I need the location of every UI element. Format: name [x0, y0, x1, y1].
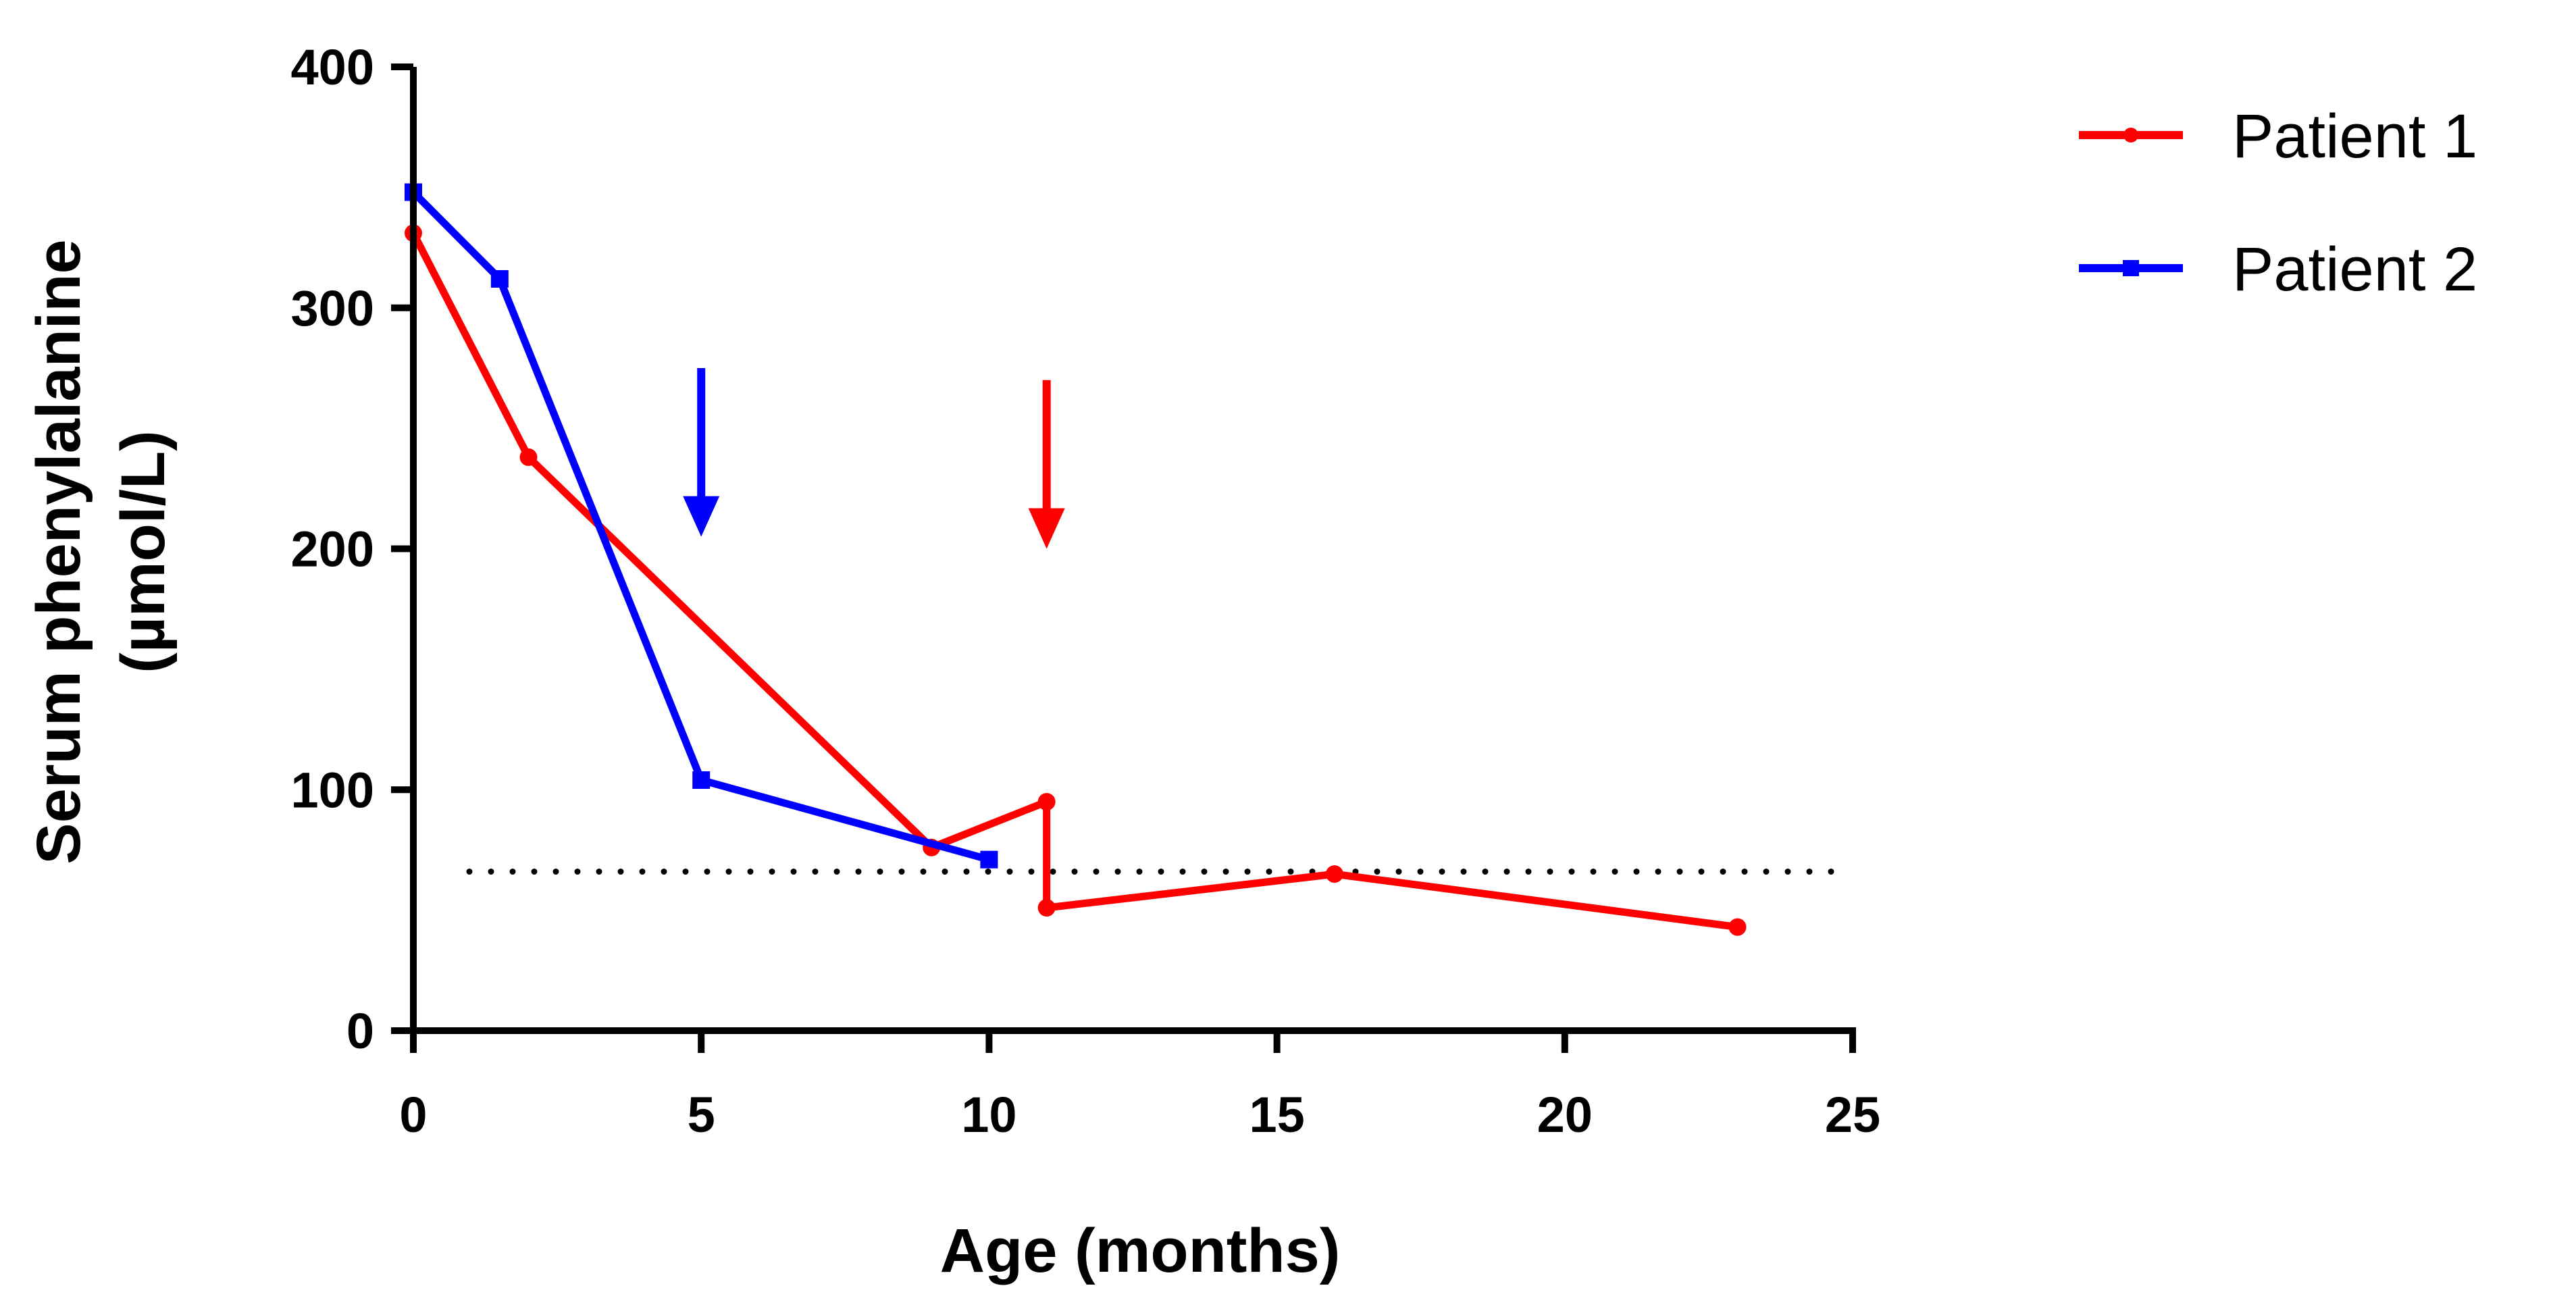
patient-1-point-3	[1037, 793, 1056, 811]
y-tick-label-400: 400	[291, 39, 374, 95]
arrow-head-1	[1028, 508, 1065, 549]
arrow-head-0	[683, 496, 720, 537]
y-axis-title-line1: Serum phenylalanine	[24, 239, 93, 864]
patient-2-point-2	[692, 771, 711, 789]
patient-1-point-5	[1325, 865, 1343, 883]
axes-layer: 0 100 200 300 400 0 5 10 15 20 25	[291, 39, 1881, 1143]
x-axis-title: Age (months)	[940, 1216, 1341, 1285]
y-tick-label-200: 200	[291, 521, 374, 577]
y-tick-label-0: 0	[346, 1003, 374, 1059]
patient-2-point-1	[490, 269, 509, 288]
patient-1-point-4	[1037, 899, 1056, 917]
x-tick-label-10: 10	[961, 1087, 1016, 1143]
series-patient-2	[405, 183, 998, 869]
arrow-annotation-1	[1028, 380, 1065, 549]
patient-1-point-1	[519, 448, 538, 466]
legend: Patient 1 Patient 2	[2079, 102, 2477, 304]
y-tick-label-100: 100	[291, 762, 374, 818]
legend-item-patient-1: Patient 1	[2079, 102, 2477, 171]
arrow-annotation-0	[683, 367, 720, 537]
x-tick-label-20: 20	[1537, 1087, 1593, 1143]
legend-marker-patient-1	[2123, 128, 2138, 143]
x-tick-label-0: 0	[399, 1087, 427, 1143]
series-line-patient-1	[409, 229, 1742, 931]
x-tick-label-15: 15	[1249, 1087, 1304, 1143]
series-layer	[405, 183, 1747, 936]
y-axis-title-line2: (µmol/L)	[109, 430, 178, 673]
legend-label-patient-1: Patient 1	[2232, 102, 2477, 171]
legend-label-patient-2: Patient 2	[2232, 235, 2477, 304]
series-patient-1	[405, 224, 1747, 936]
legend-item-patient-2: Patient 2	[2079, 235, 2477, 304]
legend-marker-patient-2	[2123, 260, 2139, 276]
series-line-patient-2	[409, 188, 993, 864]
x-tick-label-25: 25	[1825, 1087, 1880, 1143]
patient-2-point-3	[980, 850, 998, 869]
annotation-layer	[683, 367, 1065, 549]
x-tick-label-5: 5	[688, 1087, 715, 1143]
patient-1-point-6	[1728, 918, 1747, 936]
y-tick-label-300: 300	[291, 280, 374, 336]
